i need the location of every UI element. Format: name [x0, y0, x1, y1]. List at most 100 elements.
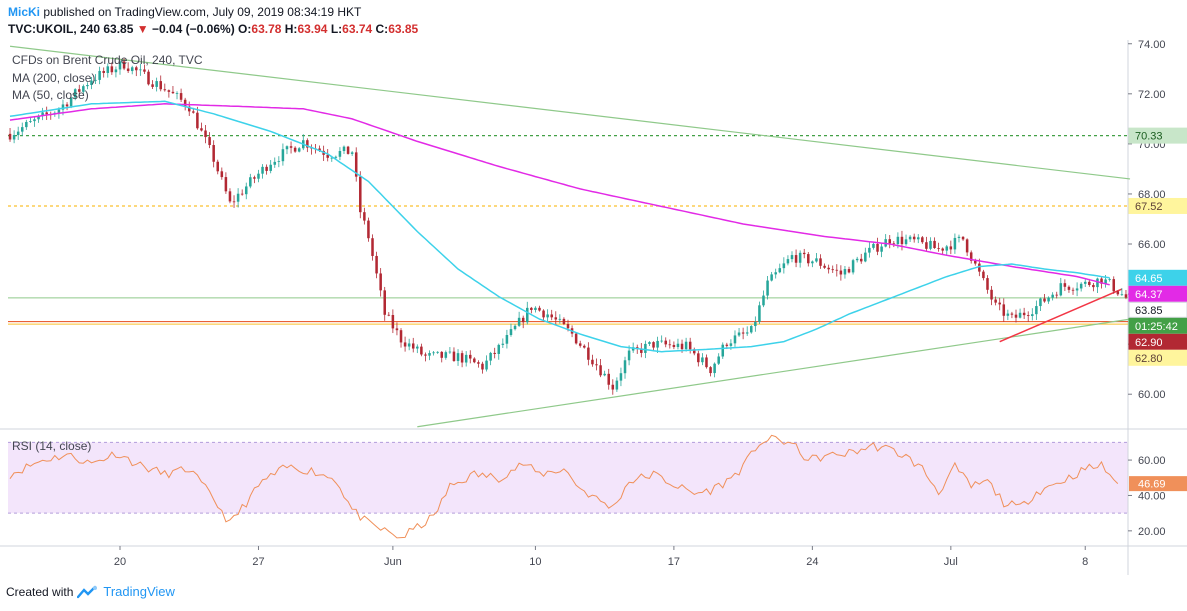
- candle-body: [354, 152, 358, 177]
- candle: [859, 253, 863, 264]
- publish-line: MicKi published on TradingView.com, July…: [8, 4, 361, 20]
- candle: [354, 147, 358, 182]
- candle: [338, 147, 342, 161]
- candle: [1120, 288, 1124, 296]
- price-tick-label: 60.00: [1138, 389, 1166, 401]
- candle: [835, 264, 839, 277]
- candle: [754, 316, 757, 332]
- ma200-legend[interactable]: MA (200, close): [12, 71, 95, 85]
- candle: [25, 119, 28, 130]
- price-chart[interactable]: 60.0062.0064.0066.0068.0070.0072.0074.00…: [0, 40, 1187, 584]
- candle: [281, 143, 285, 166]
- candle: [640, 343, 643, 358]
- candle: [12, 130, 16, 144]
- candle-body: [974, 260, 977, 264]
- candle: [847, 266, 851, 274]
- price-tag-label: 64.37: [1135, 289, 1163, 301]
- candle-body: [1018, 312, 1022, 318]
- candle-body: [387, 314, 391, 316]
- candle: [904, 234, 908, 246]
- candle: [493, 347, 496, 359]
- candle: [228, 188, 232, 204]
- candle-body: [872, 243, 875, 248]
- candle: [908, 235, 912, 242]
- candle: [591, 354, 594, 367]
- candle: [530, 306, 533, 314]
- candle: [770, 271, 773, 282]
- candle-body: [770, 274, 773, 281]
- author-name[interactable]: MicKi: [8, 5, 41, 19]
- candle-body: [208, 137, 211, 146]
- candle-body: [505, 335, 509, 344]
- candle: [411, 337, 415, 353]
- time-tick-label: 20: [114, 556, 126, 568]
- candle: [811, 260, 814, 268]
- candle: [595, 358, 598, 371]
- candle-body: [33, 119, 36, 122]
- candle: [82, 84, 85, 95]
- rsi-value-tag: 46.69: [1129, 476, 1187, 492]
- candle: [114, 66, 118, 78]
- candle-body: [607, 373, 610, 385]
- candle: [416, 344, 419, 354]
- candle: [383, 286, 386, 321]
- candle: [839, 265, 843, 281]
- candle-body: [98, 70, 101, 80]
- ma50-line: [9, 100, 1110, 353]
- candle-body: [554, 317, 558, 320]
- symbol-label: TVC:UKOIL, 240: [8, 22, 101, 36]
- candle-body: [668, 344, 672, 346]
- candle-body: [130, 67, 134, 72]
- candle-body: [859, 258, 863, 262]
- price-tag-label: 62.80: [1135, 353, 1163, 365]
- candle: [884, 234, 887, 248]
- candle-body: [139, 69, 142, 71]
- candle-body: [106, 66, 110, 73]
- candle: [163, 83, 167, 92]
- candle-body: [45, 112, 48, 115]
- candle-body: [750, 326, 753, 333]
- candle: [342, 145, 346, 155]
- candle: [196, 106, 199, 130]
- candle: [794, 249, 798, 268]
- candle-body: [257, 173, 260, 179]
- price-tag-bg: [1128, 301, 1187, 318]
- candle-body: [599, 365, 602, 376]
- candle-body: [1063, 283, 1067, 287]
- candle-body: [391, 315, 395, 329]
- candle-body: [635, 347, 639, 349]
- candle-body: [587, 347, 590, 360]
- candle: [851, 258, 855, 275]
- rsi-legend[interactable]: RSI (14, close): [12, 439, 91, 453]
- open-label: O:: [238, 22, 252, 36]
- candle: [477, 360, 480, 368]
- candle: [648, 341, 651, 346]
- candle-body: [12, 135, 16, 140]
- candle: [420, 343, 423, 357]
- ma50-legend[interactable]: MA (50, close): [12, 88, 89, 102]
- candle: [391, 309, 395, 334]
- candle-body: [420, 346, 423, 355]
- price-tag-label: 63.85: [1135, 305, 1163, 317]
- candle-body: [411, 343, 415, 349]
- price-tag-bg: [1128, 269, 1187, 286]
- candle-body: [969, 252, 973, 261]
- candle-body: [399, 330, 403, 343]
- candle: [175, 91, 179, 100]
- candle-body: [847, 269, 851, 273]
- candle: [701, 353, 704, 366]
- candle-body: [171, 91, 175, 94]
- candle-body: [811, 261, 814, 264]
- candle-body: [20, 127, 24, 132]
- candle-body: [754, 321, 757, 327]
- tradingview-brand[interactable]: TradingView: [103, 584, 175, 599]
- price-tick-label: 72.00: [1138, 89, 1166, 101]
- candle: [90, 77, 93, 90]
- candle-body: [383, 290, 386, 315]
- candle-body: [896, 236, 900, 245]
- candle-body: [37, 115, 40, 120]
- candle-body: [717, 356, 720, 364]
- candle: [1018, 308, 1022, 319]
- candle-body: [318, 148, 321, 151]
- candle: [220, 167, 224, 180]
